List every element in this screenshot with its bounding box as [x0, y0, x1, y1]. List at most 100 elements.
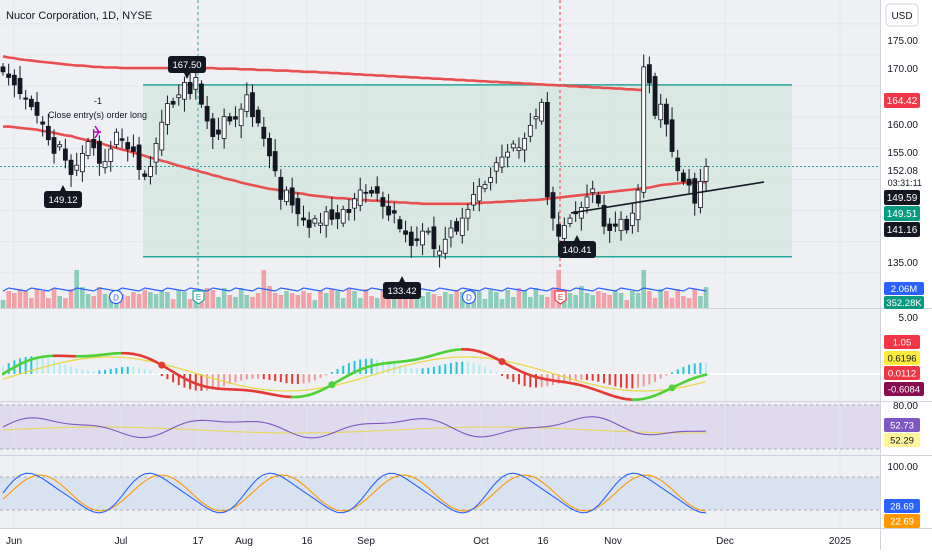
candle-body: [1, 67, 5, 72]
osc-bar: [541, 374, 543, 387]
volume-bar: [590, 295, 595, 308]
candle-body: [114, 132, 118, 144]
osc-bar: [405, 367, 407, 374]
osc-bar: [620, 374, 622, 388]
osc-bar: [444, 364, 446, 374]
svg-text:D: D: [113, 294, 119, 303]
volume-bar: [1, 300, 6, 308]
volume-bar: [511, 297, 516, 308]
osc-bar: [263, 374, 265, 379]
osc-bar: [98, 370, 100, 374]
osc-bar: [280, 374, 282, 382]
event-badge-dividend-1[interactable]: D: [110, 291, 123, 304]
osc-bar: [70, 367, 72, 374]
volume-bar: [86, 294, 91, 308]
osc-bar: [705, 363, 707, 374]
candle-body: [205, 106, 209, 121]
price-tick: 160.00: [887, 120, 918, 131]
volume-bar: [585, 293, 590, 308]
osc-bar: [183, 374, 185, 388]
candle-body: [670, 120, 674, 152]
candle-body: [664, 104, 668, 124]
osc-bar: [575, 374, 577, 380]
volume-bar: [176, 290, 181, 308]
osc-bar: [461, 362, 463, 374]
osc-cross-dot: [328, 381, 335, 388]
volume-bar: [613, 291, 618, 308]
candle-body: [324, 212, 328, 225]
time-tick: 16: [301, 536, 313, 547]
candle-body: [517, 148, 521, 151]
osc-bar: [495, 373, 497, 374]
osc-bar: [518, 374, 520, 384]
candle-body: [557, 225, 561, 237]
candle-body: [12, 75, 16, 85]
svg-text:149.59: 149.59: [887, 193, 918, 204]
time-tick: Jun: [6, 536, 22, 547]
candle-body: [432, 227, 436, 249]
time-tick: Jul: [115, 536, 128, 547]
volume-bar: [29, 298, 34, 308]
volume-bar: [517, 288, 522, 308]
osc-bar: [297, 374, 299, 384]
candle-body: [387, 206, 391, 215]
candle-body: [154, 143, 158, 162]
osc-bar: [643, 374, 645, 386]
volume-bar: [692, 289, 697, 308]
currency-button[interactable]: USD: [886, 4, 918, 26]
osc-cross-dot: [498, 358, 505, 365]
volume-bar: [500, 299, 505, 308]
svg-text:80.00: 80.00: [893, 401, 918, 412]
candle-body: [29, 99, 33, 106]
strategy-marker: -1: [94, 96, 102, 106]
osc-bar: [439, 366, 441, 374]
candle-body: [681, 173, 685, 181]
candle-body: [636, 190, 640, 220]
candle-body: [625, 219, 629, 230]
osc-bar: [654, 374, 656, 382]
candle-body: [330, 210, 334, 220]
volume-bar: [420, 296, 425, 308]
volume-bar: [483, 299, 488, 308]
candle-body: [18, 78, 22, 93]
candle-body: [69, 160, 73, 174]
volume-bar: [63, 298, 68, 308]
volume-bar: [624, 300, 629, 308]
candle-body: [511, 144, 515, 148]
candle-body: [211, 119, 215, 137]
volume-bar: [426, 292, 431, 308]
volume-bar: [347, 289, 352, 308]
volume-bar: [228, 295, 233, 308]
svg-text:1.05: 1.05: [893, 338, 912, 349]
candle-body: [619, 219, 623, 230]
candle-body: [137, 145, 141, 170]
candle-body: [302, 218, 306, 220]
osc-bar: [87, 371, 89, 374]
event-badge-dividend-2[interactable]: D: [463, 291, 476, 304]
osc-bar: [149, 371, 151, 374]
osc-bar: [524, 374, 526, 386]
osc-bar: [359, 359, 361, 374]
candle-body: [494, 163, 498, 171]
volume-bar: [69, 289, 74, 308]
volume-bar: [6, 291, 11, 308]
candle-body: [489, 178, 493, 183]
candle-body: [591, 189, 595, 193]
volume-bar: [358, 298, 363, 308]
osc-bar: [234, 374, 236, 382]
candle-body: [409, 232, 413, 245]
osc-bar: [325, 374, 327, 375]
osc-bar: [246, 374, 248, 379]
volume-bar: [137, 294, 142, 308]
volume-bar: [324, 293, 329, 308]
volume-bar: [698, 296, 703, 308]
osc-bar: [631, 374, 633, 388]
candle-body: [58, 145, 62, 147]
price-tag-support: 141.16: [884, 222, 920, 237]
volume-bar: [364, 289, 369, 308]
osc-bar: [19, 358, 21, 374]
candle-body: [233, 117, 237, 119]
volume-bar: [619, 293, 624, 308]
candle-body: [250, 93, 254, 117]
